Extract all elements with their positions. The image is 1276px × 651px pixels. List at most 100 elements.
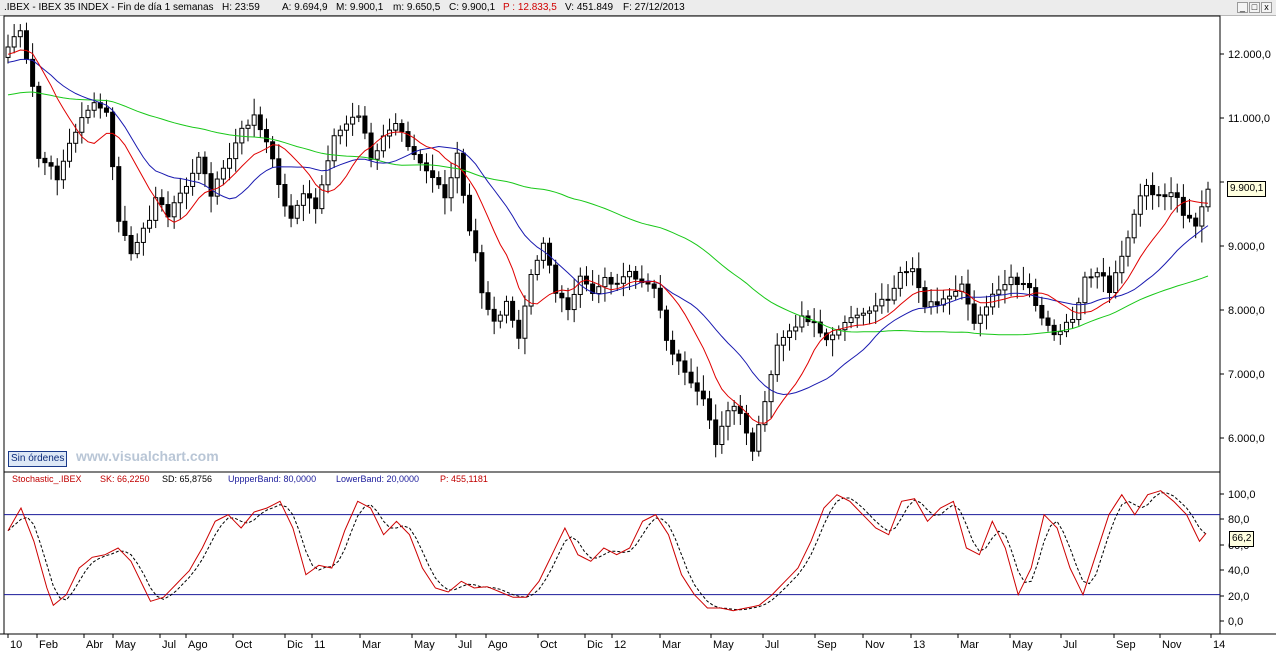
candle [1070,306,1076,329]
candle-body [1070,319,1076,323]
candle [627,264,633,291]
candle-body [1020,282,1026,286]
time-tick-label: Dic [587,639,603,651]
candle [288,194,294,228]
candle [42,151,48,176]
time-tick: Oct [537,634,557,651]
candle-body [350,116,356,125]
candle [651,279,657,299]
candle [836,325,842,340]
candle-body [596,286,602,295]
candle-body [559,292,565,299]
candle-body [1137,195,1143,215]
candle-body [362,115,368,134]
candle [1131,209,1137,244]
candle-body [17,30,23,38]
candle [688,358,694,389]
candle-body [1113,272,1119,294]
time-tick-label: May [414,639,435,651]
candle-body [5,46,11,58]
time-tick-label: Sep [817,639,837,651]
candle [110,107,116,181]
time-tick: Ago [185,634,208,651]
candle [196,151,202,181]
candle-body [288,205,294,219]
time-tick-label: Mar [960,639,979,651]
candle [553,259,559,303]
candlestick-series [5,22,1211,461]
time-tick: 11 [311,634,325,651]
candle-body [842,321,848,331]
time-tick: Dic [284,634,303,651]
candle-body [497,314,503,322]
price-tick: 8.000,0 [1220,305,1265,317]
maximize-button[interactable]: □ [1249,2,1260,13]
candle [473,218,479,262]
candle [1057,324,1063,345]
candle [17,24,23,48]
candle [510,296,516,328]
candle-body [959,283,965,292]
candle-body [830,334,836,341]
candle-body [719,425,725,446]
candle-body [916,268,922,289]
candle [725,401,731,441]
candle [270,136,276,168]
time-tick: Oct [232,634,252,651]
candle-body [602,276,608,288]
candle [294,200,300,225]
candle-body [1008,276,1014,286]
close-button[interactable]: x [1261,2,1272,13]
candle-body [1088,276,1094,279]
candle-body [473,230,479,254]
candle-body [251,114,257,126]
candle [1107,266,1113,303]
time-tick-label: Jul [1063,639,1077,651]
candle-body [1082,276,1088,304]
candle [1113,260,1119,299]
candle-body [731,405,737,412]
candle-body [30,58,36,87]
ma-long-line [7,91,1209,336]
candle [257,106,263,138]
candle [1100,257,1106,293]
time-tick-label: Jul [765,639,779,651]
stoch-tick: 100,0 [1220,489,1256,501]
minimize-button[interactable]: _ [1237,2,1248,13]
candle [1002,269,1008,304]
candle [1205,181,1211,212]
candle-body [787,330,793,338]
candle [596,274,602,304]
candle [1168,177,1174,210]
candle [67,128,73,168]
candle [657,275,663,319]
candle [959,276,965,300]
candle-body [430,170,436,179]
candle-body [934,301,940,306]
time-tick: 14 [1210,634,1225,651]
candle [590,270,596,301]
price-axis: 12.000,0 11.000,0 9.000,0 8.000,0 7.000,… [1220,49,1271,445]
candle [780,330,786,362]
candle-body [879,298,885,307]
candle-body [233,142,239,160]
time-tick-label: Oct [540,639,557,651]
candle-body [608,276,614,285]
candle-body [140,227,146,243]
candle-body [190,172,196,187]
candle [122,205,128,241]
time-tick: Sep [814,634,837,651]
candle-body [922,287,928,308]
orders-button[interactable]: Sin órdenes [8,451,68,467]
candle [313,188,319,224]
candle-body [510,300,516,321]
candle [497,310,503,329]
candle [1063,313,1069,338]
candle-body [411,146,417,156]
candle-body [374,150,380,160]
candle-body [540,242,546,261]
candle-body [263,129,269,143]
candle-body [522,305,528,339]
candle [731,400,737,425]
